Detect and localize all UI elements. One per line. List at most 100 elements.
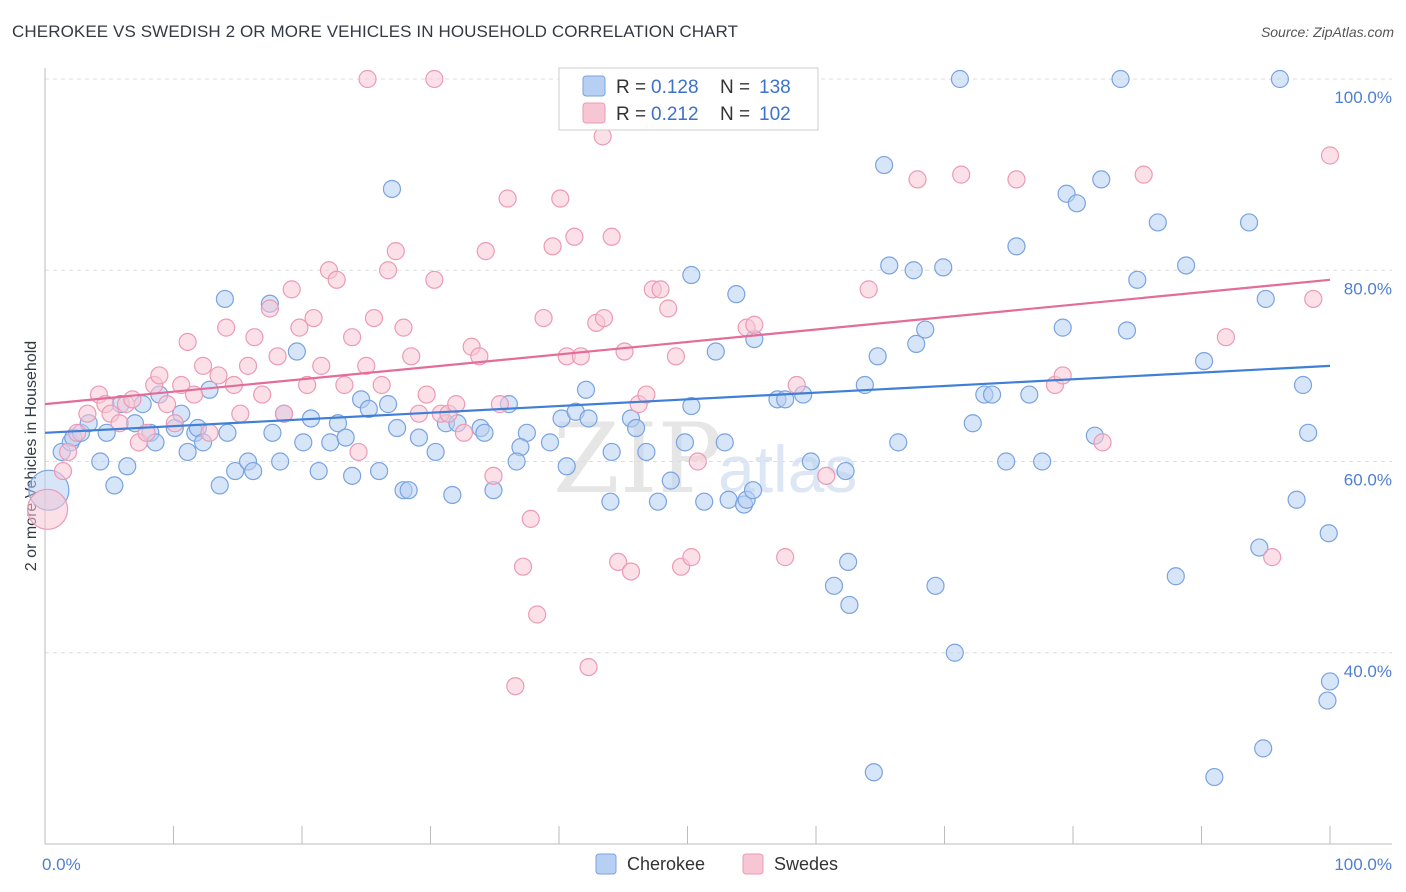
cherokee-point [336,428,355,447]
cherokee-point [1053,318,1072,337]
cherokee-point [1320,672,1340,691]
cherokee-point [118,457,137,476]
cherokee-point [1148,213,1167,232]
legend-n-label-swedes: N = [720,104,750,125]
cherokee-point [1293,375,1313,395]
swedes-point [615,342,634,361]
swedes-point [59,442,78,462]
cherokee-point [210,476,229,495]
cherokee-point [706,342,725,361]
cherokee-point [426,442,445,462]
swedes-point [776,548,795,567]
cherokee-point [602,442,621,462]
cherokee-point [576,380,596,399]
cherokee-point [1092,170,1111,189]
cherokee-point [1117,321,1137,340]
cherokee-point [934,258,953,277]
cherokee-point [105,476,124,495]
cherokee-point [868,347,887,366]
swedes-point [123,390,142,409]
swedes-point [358,69,377,89]
chart-title: CHEROKEE VS SWEDISH 2 OR MORE VEHICLES I… [12,22,739,41]
swedes-point [274,404,294,423]
legend-n-label-cherokee: N = [720,77,750,98]
cherokee-point [1194,351,1214,371]
cherokee-point [378,395,398,414]
swedes-point [579,657,598,677]
legend-n-value-swedes: 102 [759,104,791,125]
swedes-point [602,227,621,246]
cherokee-point [328,414,348,433]
cherokee-point [178,442,197,462]
legend-swatch-swedes [582,102,606,124]
swedes-point [172,375,191,395]
swedes-point [543,237,562,256]
cherokee-point [875,155,894,175]
swedes-point [178,332,197,352]
cherokee-point [695,492,714,511]
cherokee-point [648,492,668,511]
swedes-point [908,170,927,189]
cherokee-point [91,452,110,471]
cherokee-point [1166,567,1185,586]
swedes-point [253,385,272,404]
legend-r-value-swedes: 0.212 [651,104,699,125]
swedes-point [787,375,806,395]
swedes-point [268,347,287,366]
cherokee-point [743,481,763,500]
swedes-point [688,452,707,471]
correlation-legend: R = 0.128 N = 138 R = 0.212 N = 102 [558,67,819,131]
swedes-point [745,315,764,334]
cherokee-point [1287,490,1306,509]
swedes-point [609,552,628,572]
cherokee-point [997,452,1016,471]
swedes-point [372,375,391,395]
cherokee-point [359,399,378,419]
cherokee-point [215,289,234,309]
swedes-point [521,509,540,528]
legend-n-value-cherokee: 138 [759,77,791,98]
cherokee-point [409,428,429,447]
legend-swatch-cherokee [582,75,606,97]
cherokee-point [557,457,576,476]
cherokee-point [626,418,646,438]
cherokee-point [271,452,290,471]
swedes-point [150,366,169,385]
legend-r-label-swedes: R = [616,104,646,125]
swedes-point [551,189,570,208]
swedes-point [1263,548,1282,567]
cherokee-point [945,643,964,662]
y-axis-label: 2 or more Vehicles in Household [23,341,40,571]
swedes-point [666,347,686,366]
swedes-point [304,308,323,328]
swedes-point [378,261,398,280]
cherokee-point [889,433,908,452]
bottom-legend-swatch-cherokee [595,853,617,875]
swedes-point [298,375,317,395]
swedes-point [282,280,301,299]
swedes-point [476,242,495,261]
cherokee-point [675,433,695,452]
legend-r-label-cherokee: R = [616,77,646,98]
x-tick-label: 100.0% [1334,855,1392,874]
cherokee-point [926,576,945,595]
cherokee-point [540,433,560,452]
swedes-point [343,328,362,347]
swedes-point [594,308,614,328]
cherokee-point [839,552,858,572]
swedes-point [621,562,641,581]
cherokee-point [387,418,407,438]
bottom-legend-label-swedes: Swedes [774,854,838,874]
y-tick-label: 100.0% [1334,88,1392,107]
legend-r-value-cherokee: 0.128 [651,77,699,98]
swedes-point [571,347,590,366]
cherokee-point [287,342,306,361]
swedes-point [1134,165,1153,184]
source-credit: Source: ZipAtlas.com [1260,24,1394,40]
cherokee-point [1020,385,1039,404]
swedes-point [193,356,213,375]
swedes-point [1093,433,1112,452]
cherokee-point [294,433,313,452]
swedes-point [238,356,258,375]
swedes-point [209,366,228,385]
